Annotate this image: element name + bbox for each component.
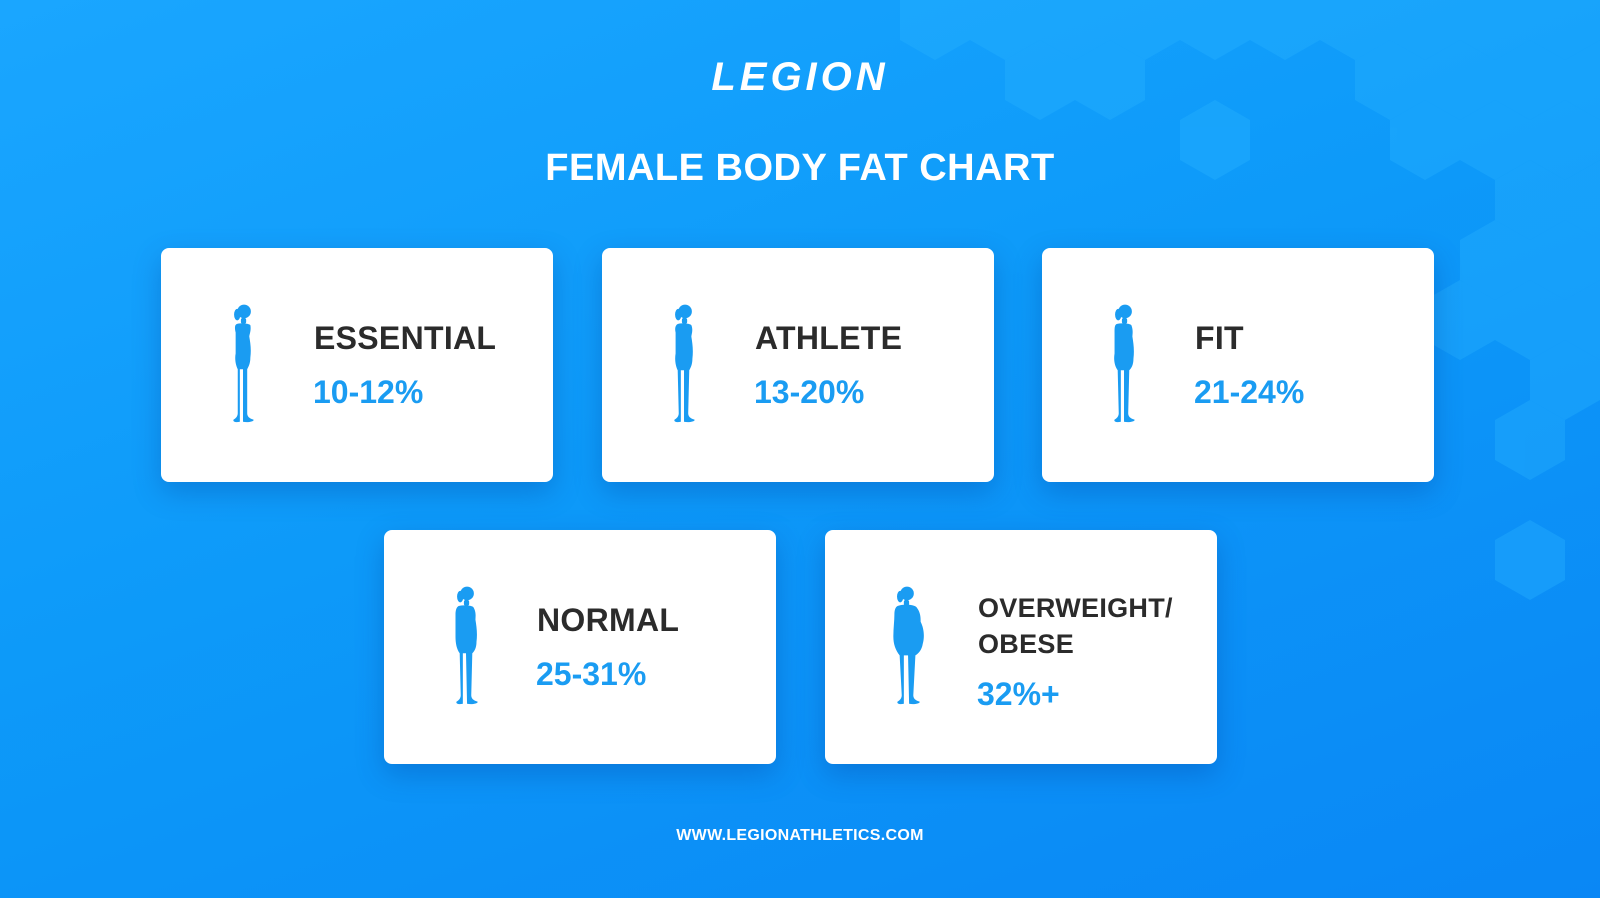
- female-silhouette-icon: [893, 586, 924, 705]
- female-silhouette-icon: [1114, 304, 1135, 423]
- card-label: OVERWEIGHT/ OBESE: [978, 590, 1198, 662]
- card-range: 21-24%: [1194, 374, 1305, 410]
- card-fit: FIT 21-24%: [1042, 248, 1434, 482]
- card-athlete: ATHLETE 13-20%: [602, 248, 994, 482]
- card-label: ATHLETE: [755, 320, 903, 356]
- female-silhouette-icon: [233, 304, 254, 423]
- card-label-line: OVERWEIGHT/: [978, 593, 1173, 623]
- card-label-line: OBESE: [978, 629, 1075, 659]
- card-range: 10-12%: [313, 374, 424, 410]
- card-essential: ESSENTIAL 10-12%: [161, 248, 553, 482]
- card-overweight-obese: OVERWEIGHT/ OBESE 32%+: [825, 530, 1217, 764]
- card-range: 32%+: [977, 676, 1060, 712]
- female-silhouette-icon: [674, 304, 695, 423]
- legion-logo: LEGION: [711, 55, 889, 99]
- female-silhouette-icon: [455, 586, 478, 705]
- page-title: FEMALE BODY FAT CHART: [545, 147, 1055, 189]
- card-label: FIT: [1195, 320, 1244, 356]
- card-label: ESSENTIAL: [314, 320, 497, 356]
- card-range: 25-31%: [536, 656, 647, 692]
- card-normal: NORMAL 25-31%: [384, 530, 776, 764]
- website-link[interactable]: WWW.LEGIONATHLETICS.COM: [676, 827, 924, 844]
- hexagon-pattern-background: [900, 0, 1600, 600]
- card-range: 13-20%: [754, 374, 865, 410]
- card-label: NORMAL: [537, 602, 680, 638]
